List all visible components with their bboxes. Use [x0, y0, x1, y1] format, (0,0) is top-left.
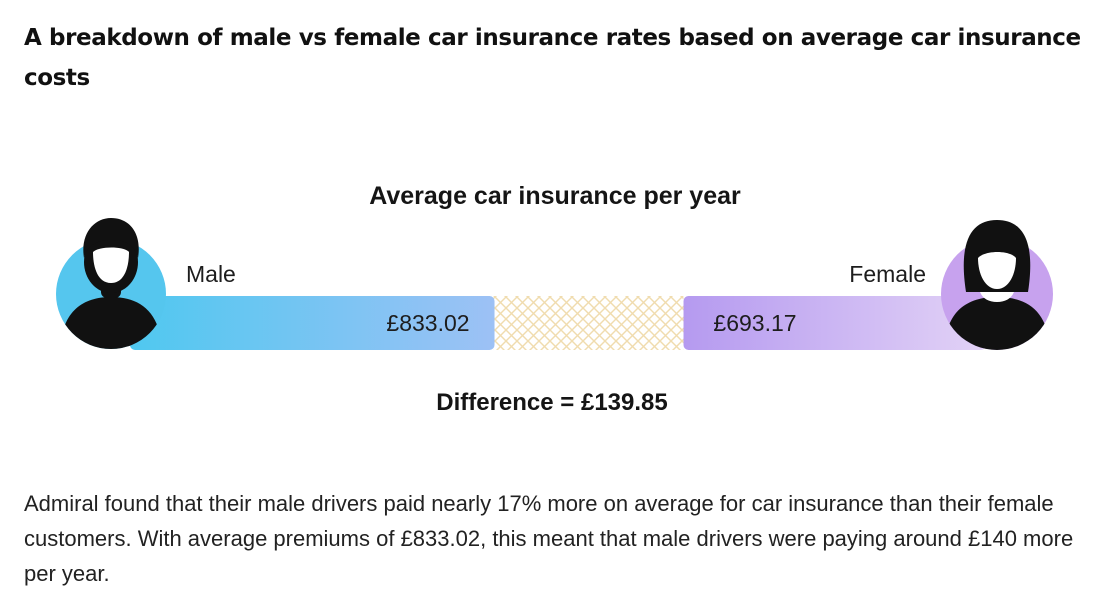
bar-value-label-female: £693.17	[713, 310, 796, 336]
bar-value-label-male: £833.02	[386, 310, 469, 336]
female-avatar-icon	[941, 220, 1053, 350]
chart-title: Average car insurance per year	[369, 182, 741, 210]
category-label-male: Male	[186, 261, 236, 287]
article-heading: A breakdown of male vs female car insura…	[24, 25, 1081, 91]
difference-annotation: Difference = £139.85	[436, 389, 667, 416]
bar-male	[130, 296, 495, 350]
article-body-text: Admiral found that their male drivers pa…	[24, 491, 1074, 586]
difference-region	[493, 296, 684, 350]
male-avatar-icon	[56, 218, 166, 349]
bar-female	[683, 296, 986, 350]
category-label-female: Female	[849, 261, 926, 287]
